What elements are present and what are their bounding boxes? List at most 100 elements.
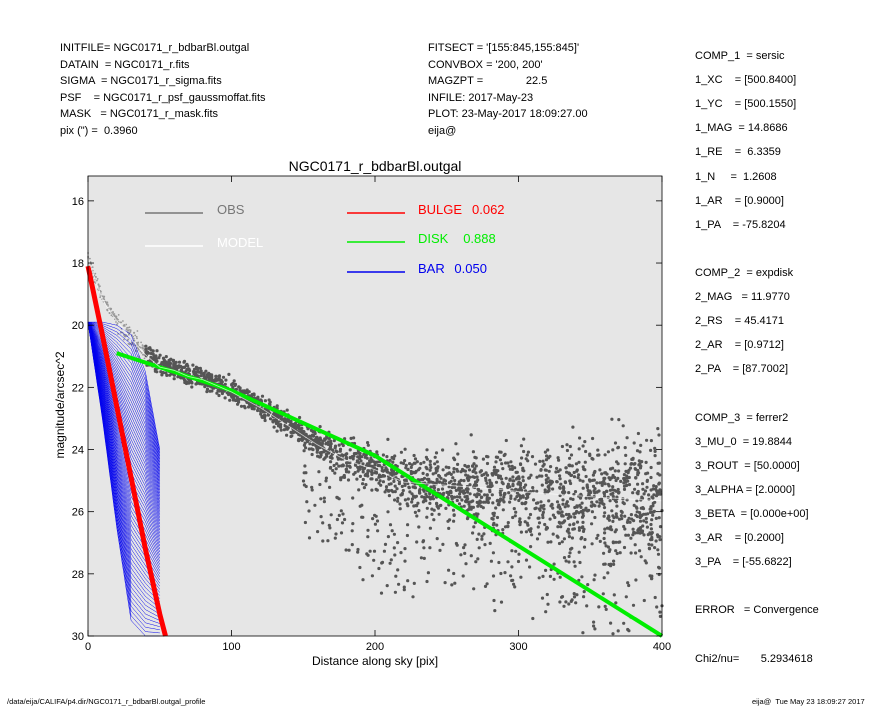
obs-point (338, 447, 343, 451)
obs-point (410, 492, 414, 496)
obs-point (488, 478, 492, 482)
obs-point (415, 514, 419, 518)
obs-point (595, 500, 599, 504)
obs-point (243, 406, 247, 410)
obs-point (425, 506, 429, 510)
obs-point (484, 476, 488, 480)
y-tick-label: 22 (72, 382, 84, 394)
obs-point (518, 483, 523, 487)
obs-point (476, 512, 480, 516)
obs-point (613, 475, 617, 480)
obs-point (135, 335, 138, 338)
obs-point (575, 593, 579, 597)
bar-line (87, 322, 161, 565)
obs-point (337, 443, 341, 447)
obs-point (656, 548, 660, 552)
obs-point (358, 467, 362, 471)
obs-point (624, 469, 628, 473)
obs-point (463, 495, 467, 499)
obs-point (452, 571, 456, 576)
obs-point (511, 475, 515, 479)
obs-point (331, 468, 335, 473)
obs-point (658, 525, 663, 529)
obs-point (578, 478, 582, 482)
obs-point (568, 456, 572, 460)
obs-point (409, 465, 413, 469)
obs-point (597, 504, 601, 508)
obs-point (179, 364, 183, 368)
obs-point (617, 517, 622, 521)
obs-point (466, 508, 471, 512)
obs-point (448, 518, 452, 522)
obs-point (336, 496, 340, 500)
header-left-line: pix (") = 0.3960 (60, 124, 138, 137)
obs-point (621, 424, 625, 428)
obs-point (555, 534, 559, 538)
obs-point (304, 432, 308, 436)
obs-point (654, 485, 658, 489)
obs-point (647, 542, 651, 547)
obs-point (226, 391, 230, 395)
obs-point (368, 459, 372, 463)
obs-point (112, 311, 114, 313)
obs-point (428, 459, 432, 463)
obs-point (547, 484, 551, 488)
obs-point (617, 490, 621, 494)
obs-point (425, 473, 429, 477)
obs-point (429, 465, 433, 470)
obs-point (564, 512, 569, 517)
obs-point (384, 466, 388, 470)
obs-point (644, 460, 648, 464)
obs-point (598, 468, 602, 472)
obs-point (378, 479, 382, 483)
param-line: 1_PA = -75.8204 (695, 218, 786, 231)
obs-point (535, 537, 540, 541)
obs-point (285, 433, 289, 437)
obs-point (619, 514, 624, 518)
obs-point (303, 520, 307, 525)
obs-point (564, 466, 568, 470)
obs-point (400, 484, 404, 488)
obs-point (529, 527, 533, 531)
obs-point (591, 436, 595, 441)
obs-point (272, 425, 276, 429)
obs-point (389, 558, 393, 562)
obs-point (428, 526, 432, 530)
obs-point (563, 490, 567, 494)
obs-point (406, 523, 410, 527)
obs-point (650, 543, 654, 547)
obs-point (648, 510, 653, 514)
obs-point (217, 393, 221, 398)
obs-point (519, 530, 524, 534)
obs-point (547, 489, 551, 493)
obs-point (585, 485, 590, 490)
obs-point (461, 574, 465, 578)
obs-point (499, 450, 503, 454)
obs-point (616, 462, 620, 466)
obs-point (651, 501, 655, 505)
obs-point (279, 417, 283, 421)
obs-point (127, 338, 130, 341)
obs-point (207, 374, 211, 378)
bar-line (87, 322, 161, 550)
bar-line (87, 322, 161, 525)
obs-point (528, 512, 533, 517)
obs-point (524, 507, 528, 511)
obs-point (603, 541, 607, 545)
obs-point (139, 346, 142, 349)
obs-point (633, 487, 637, 491)
obs-point (517, 498, 521, 503)
param-line: 3_AR = [0.2000] (695, 532, 784, 544)
obs-point (632, 503, 636, 507)
obs-point (560, 444, 565, 449)
obs-point (583, 440, 587, 444)
obs-point (558, 505, 562, 509)
obs-point (432, 518, 436, 522)
obs-point (483, 543, 487, 547)
obs-point (528, 565, 532, 569)
obs-point (316, 530, 320, 534)
obs-point (282, 418, 286, 422)
param-line: ERROR = Convergence (695, 604, 819, 617)
obs-point (555, 480, 559, 484)
obs-point (614, 549, 618, 553)
